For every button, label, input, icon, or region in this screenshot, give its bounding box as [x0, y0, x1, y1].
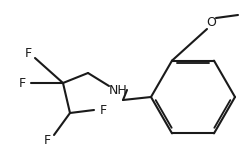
Text: F: F: [18, 76, 25, 90]
Text: O: O: [205, 15, 215, 28]
Text: NH: NH: [108, 84, 127, 96]
Text: F: F: [43, 133, 50, 147]
Text: F: F: [24, 47, 32, 60]
Text: F: F: [99, 104, 106, 117]
